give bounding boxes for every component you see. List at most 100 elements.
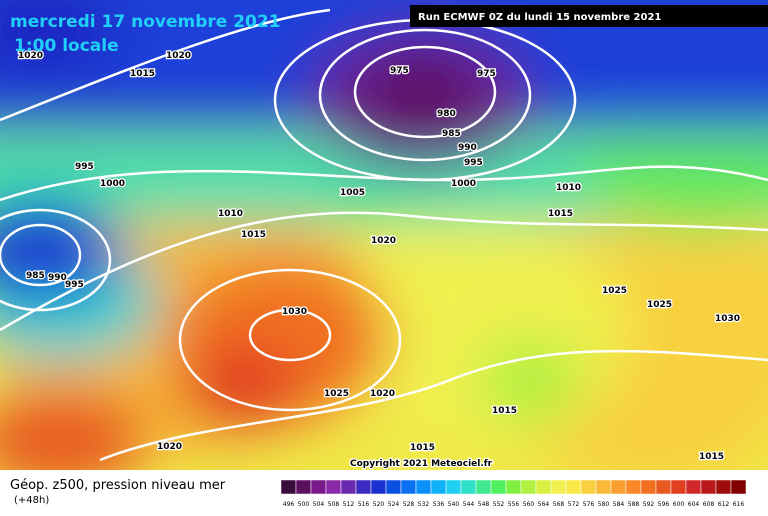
color-swatch	[475, 479, 492, 495]
isobar-label: 1015	[410, 443, 435, 453]
isobar-label: 975	[390, 66, 409, 76]
color-swatch	[655, 479, 672, 495]
isobar-label: 1025	[647, 300, 672, 310]
colorbar-tick: 544	[463, 501, 475, 508]
isobar-label: 1015	[548, 209, 573, 219]
color-swatch	[625, 479, 642, 495]
isobar-label: 990	[458, 143, 477, 153]
isobar-label: 1010	[218, 209, 243, 219]
color-swatch	[685, 479, 702, 495]
copyright: Copyright 2021 Meteociel.fr	[350, 459, 493, 469]
colorbar-tick: 608	[703, 501, 715, 508]
color-swatch	[595, 479, 612, 495]
colorbar-tick: 532	[418, 501, 430, 508]
color-swatch	[385, 479, 402, 495]
colorbar-tick: 508	[328, 501, 340, 508]
isobar-label: 995	[65, 280, 84, 290]
isobar-label: 1015	[130, 69, 155, 79]
colorbar-tick: 516	[358, 501, 370, 508]
colorbar-tick: 504	[313, 501, 325, 508]
color-swatch	[730, 479, 747, 495]
isobar-label: 1030	[715, 314, 740, 324]
run-label: Run ECMWF 0Z du lundi 15 novembre 2021	[418, 12, 661, 23]
isobar-label: 980	[437, 109, 456, 119]
color-swatch	[415, 479, 432, 495]
colorbar: 496 500 504 508 512 516 520 524 528 532 536 540 544 5…	[280, 479, 747, 508]
color-swatch	[535, 479, 552, 495]
isobar-label: 1015	[699, 452, 724, 462]
color-swatch	[400, 479, 417, 495]
colorbar-tick: 616	[733, 501, 745, 508]
date-label: mercredi 17 novembre 2021	[10, 12, 281, 32]
colorbar-tick: 596	[658, 501, 670, 508]
isobar-label: 1015	[241, 230, 266, 240]
colorbar-tick: 528	[403, 501, 415, 508]
color-swatch	[340, 479, 357, 495]
isobar-label: 1005	[340, 188, 365, 198]
color-swatch	[700, 479, 717, 495]
color-swatch	[640, 479, 657, 495]
colorbar-tick: 604	[688, 501, 700, 508]
color-swatch	[715, 479, 732, 495]
color-swatch	[355, 479, 372, 495]
colorbar-tick: 564	[538, 501, 550, 508]
colorbar-tick: 556	[508, 501, 520, 508]
colorbar-tick: 584	[613, 501, 625, 508]
color-swatch	[325, 479, 342, 495]
colorbar-tick: 612	[718, 501, 730, 508]
color-swatch	[460, 479, 477, 495]
field	[0, 0, 768, 490]
colorbar-tick: 500	[298, 501, 310, 508]
color-swatch	[280, 479, 297, 495]
isobar-label: 1020	[370, 389, 395, 399]
isobar-label: 1010	[556, 183, 581, 193]
run-banner	[410, 5, 768, 27]
isobar-label: 1015	[492, 406, 517, 416]
color-swatch	[445, 479, 462, 495]
colorbar-tick: 552	[493, 501, 505, 508]
isobar-label: 975	[477, 69, 496, 79]
isobar-label: 995	[464, 158, 483, 168]
color-swatch	[430, 479, 447, 495]
color-swatch	[520, 479, 537, 495]
color-swatch	[610, 479, 627, 495]
color-swatch	[580, 479, 597, 495]
colorbar-tick: 512	[343, 501, 355, 508]
isobars	[0, 8, 768, 462]
color-swatch	[310, 479, 327, 495]
isobar-label: 1020	[371, 236, 396, 246]
isobar-label: 1025	[324, 389, 349, 399]
isobar-label: 995	[75, 162, 94, 172]
colorbar-tick: 576	[583, 501, 595, 508]
colorbar-tick: 540	[448, 501, 460, 508]
color-swatch	[670, 479, 687, 495]
isobar-label: 990	[48, 273, 67, 283]
isobar-label: 1020	[157, 442, 182, 452]
isobar-label: 1000	[451, 179, 476, 189]
colorbar-tick: 548	[478, 501, 490, 508]
colorbar-tick: 524	[388, 501, 400, 508]
time-label: 1:00 locale	[14, 36, 119, 56]
isobar-label: 985	[26, 271, 45, 281]
isobar-label: 1025	[602, 286, 627, 296]
colorbar-tick: 592	[643, 501, 655, 508]
colorbar-tick: 560	[523, 501, 535, 508]
color-swatch	[490, 479, 507, 495]
isobar-label: 1000	[100, 179, 125, 189]
colorbar-tick: 496	[283, 501, 295, 508]
color-swatch	[370, 479, 387, 495]
colorbar-tick: 600	[673, 501, 685, 508]
colorbar-tick: 572	[568, 501, 580, 508]
colorbar-tick: 580	[598, 501, 610, 508]
color-swatch	[550, 479, 567, 495]
colorbar-tick: 588	[628, 501, 640, 508]
isobar-label: 1020	[18, 51, 43, 61]
isobar-label: 1030	[282, 307, 307, 317]
legend-lead: (+48h)	[14, 495, 49, 506]
colorbar-tick: 536	[433, 501, 445, 508]
isobar-label: 985	[442, 129, 461, 139]
color-swatch	[565, 479, 582, 495]
legend-title: Géop. z500, pression niveau mer	[10, 478, 226, 493]
